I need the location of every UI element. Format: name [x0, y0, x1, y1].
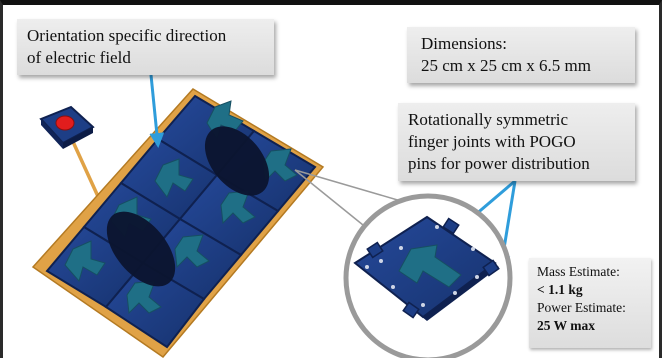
field-arrow-icon — [220, 190, 256, 225]
field-ellipse — [204, 126, 270, 196]
pogo-pin — [475, 275, 479, 279]
power-cable — [67, 132, 103, 204]
field-ellipse — [106, 211, 176, 287]
field-arrow-icon — [154, 158, 194, 198]
tile-panel — [31, 88, 325, 358]
pogo-pin — [421, 303, 425, 307]
estimates-box: Mass Estimate: < 1.1 kg Power Estimate: … — [529, 258, 651, 348]
pogo-pin — [365, 265, 369, 269]
pogo-pin — [391, 285, 395, 289]
red-button-icon — [55, 115, 75, 131]
field-arrow-icon — [398, 244, 462, 288]
dimensions-value: 25 cm x 25 cm x 6.5 mm — [421, 56, 591, 75]
joints-callout-line1: Rotationally symmetric — [408, 110, 569, 129]
joints-callout-line2: finger joints with POGO — [408, 132, 576, 151]
pogo-pin — [399, 246, 403, 250]
finger-joint — [402, 301, 420, 319]
dimensions-label: Dimensions: — [421, 34, 507, 53]
orientation-callout-line1: Orientation specific direction — [27, 26, 227, 45]
pogo-pin — [471, 247, 475, 251]
field-arrow-icon — [126, 280, 162, 315]
mass-estimate-value: < 1.1 kg — [537, 282, 583, 297]
pogo-pin — [453, 291, 457, 295]
power-estimate-label: Power Estimate: — [537, 300, 626, 315]
orientation-pointer — [149, 74, 165, 148]
finger-joint — [366, 241, 384, 259]
pogo-pins — [365, 225, 479, 307]
field-arrow-icon — [174, 234, 210, 269]
joints-callout: Rotationally symmetric finger joints wit… — [398, 103, 635, 181]
zoom-connector — [294, 169, 402, 226]
pogo-pin — [435, 225, 439, 229]
zoomed-tile — [353, 215, 500, 321]
orientation-callout-line2: of electric field — [27, 48, 131, 67]
finger-joint — [442, 217, 460, 235]
dimensions-callout: Dimensions: 25 cm x 25 cm x 6.5 mm — [407, 27, 635, 83]
power-estimate-value: 25 W max — [537, 318, 596, 333]
field-arrow-icon — [64, 240, 106, 283]
joints-callout-line3: pins for power distribution — [408, 154, 590, 173]
orientation-callout: Orientation specific direction of electr… — [17, 19, 274, 75]
power-button — [39, 105, 103, 204]
finger-joint — [482, 259, 500, 277]
mass-estimate-label: Mass Estimate: — [537, 264, 620, 279]
smart-panel-diagram — [31, 74, 517, 358]
pogo-pin — [379, 259, 383, 263]
